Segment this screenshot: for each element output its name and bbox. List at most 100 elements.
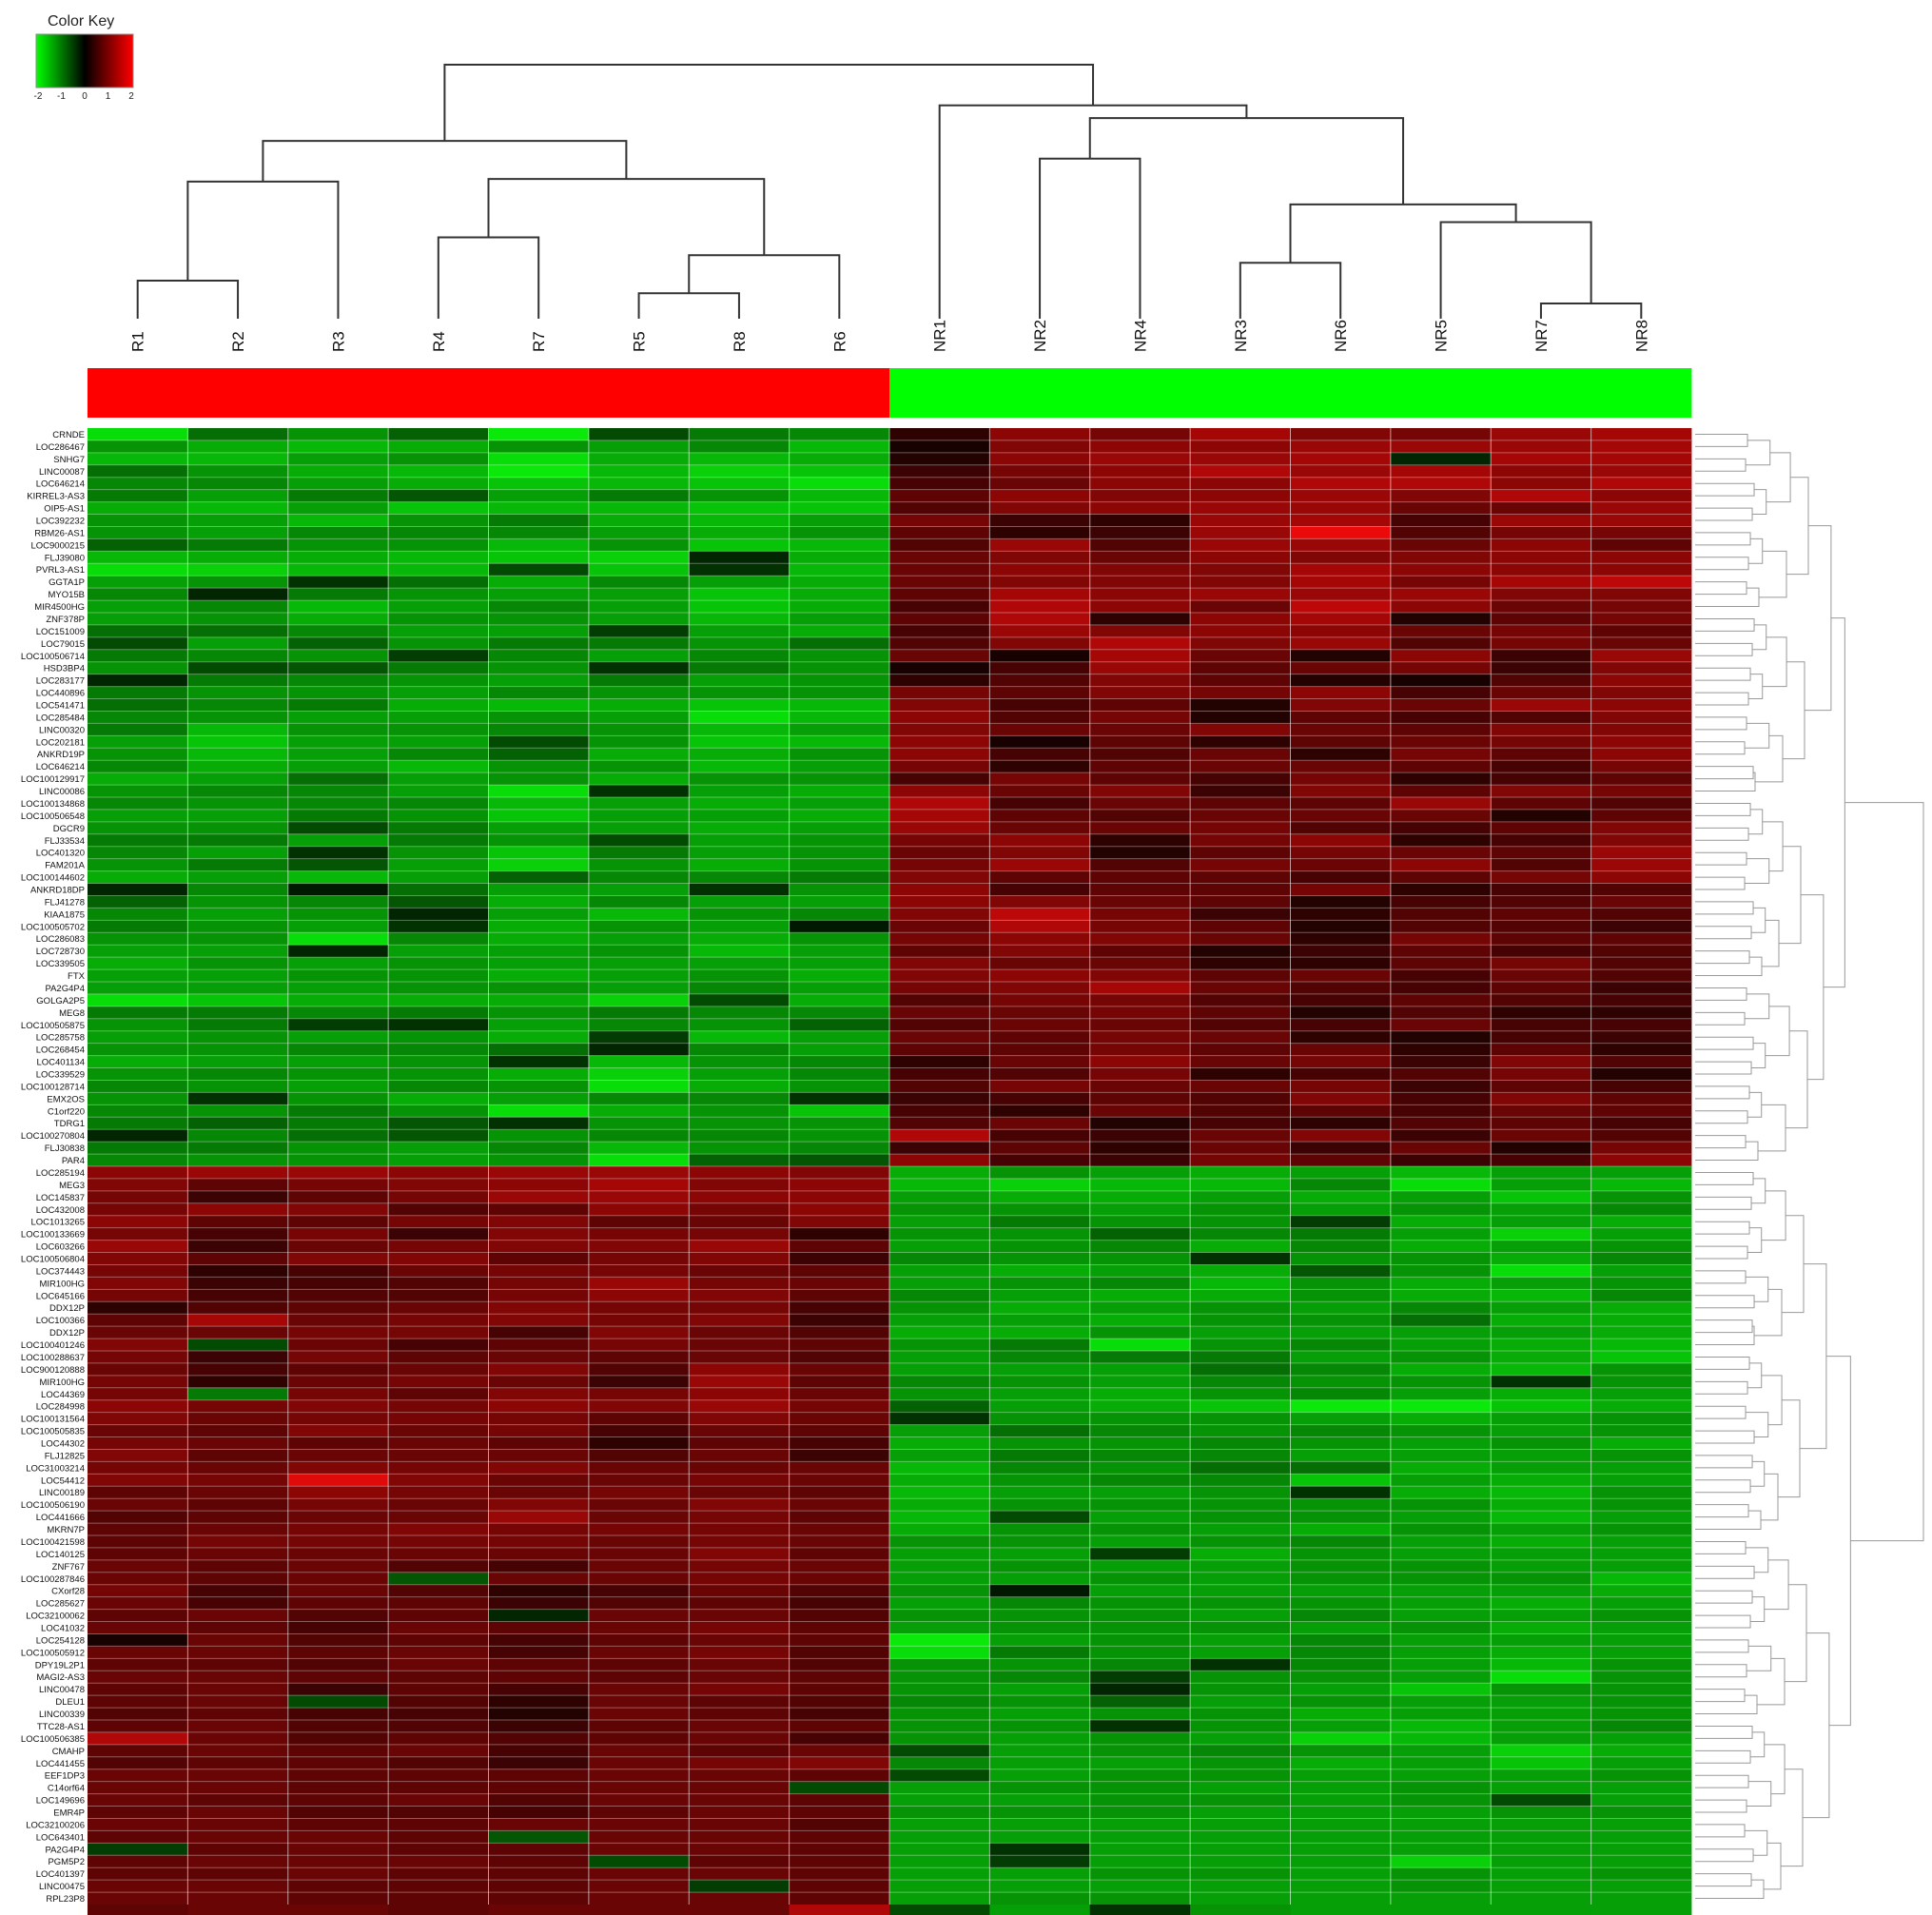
heatmap-cell	[1190, 1830, 1291, 1844]
heatmap-cell	[1390, 870, 1492, 884]
heatmap-cell	[1390, 858, 1492, 871]
heatmap-cell	[889, 993, 990, 1007]
heatmap-cell	[488, 428, 590, 441]
heatmap-cell	[1491, 1227, 1592, 1241]
heatmap-cell	[989, 1399, 1091, 1414]
heatmap-cell	[488, 1449, 590, 1462]
heatmap-cell	[1290, 600, 1392, 614]
heatmap-cell	[88, 846, 188, 860]
heatmap-cell	[689, 624, 790, 638]
heatmap-cell	[1190, 477, 1291, 491]
heatmap-cell	[1491, 1547, 1592, 1561]
heatmap-cell	[588, 538, 690, 552]
heatmap-cell	[1290, 1449, 1392, 1462]
heatmap-cell	[88, 908, 188, 921]
heatmap-cell	[488, 1547, 590, 1561]
heatmap-cell	[88, 464, 188, 479]
heatmap-cell	[889, 1339, 990, 1352]
heatmap-cell	[88, 785, 188, 798]
heatmap-cell	[1290, 1855, 1392, 1868]
heatmap-cell	[789, 526, 890, 539]
heatmap-cell	[187, 1092, 289, 1105]
heatmap-cell	[1390, 1202, 1492, 1217]
heatmap-cell	[88, 649, 188, 663]
heatmap-cell	[1089, 1498, 1191, 1512]
heatmap-cell	[1089, 1202, 1191, 1217]
heatmap-cell	[1290, 489, 1392, 502]
heatmap-cell	[287, 1104, 389, 1118]
heatmap-cell	[588, 1399, 690, 1414]
row-label: MIR100HG	[39, 1279, 85, 1289]
row-dendrogram-branch	[1695, 1141, 1759, 1162]
heatmap-cell	[889, 576, 990, 589]
heatmap-cell	[287, 428, 389, 441]
heatmap-cell	[789, 1326, 890, 1339]
heatmap-cell	[388, 1006, 489, 1020]
heatmap-cell	[88, 723, 188, 736]
heatmap-cell	[588, 526, 690, 539]
heatmap-cell	[1491, 477, 1592, 491]
row-label: LOC100270804	[21, 1131, 85, 1142]
heatmap-cell	[1590, 1806, 1692, 1819]
heatmap-cell	[1390, 785, 1492, 798]
heatmap-cell	[588, 1818, 690, 1831]
heatmap-cell	[889, 1436, 990, 1450]
heatmap-cell	[187, 674, 289, 687]
heatmap-cell	[287, 1646, 389, 1659]
heatmap-cell	[388, 1277, 489, 1290]
row-label: LOC100505875	[21, 1021, 85, 1031]
heatmap-cell	[388, 576, 489, 589]
row-label: LOC149696	[36, 1796, 85, 1807]
heatmap-cell	[287, 1731, 389, 1746]
heatmap-cell	[588, 833, 690, 848]
row-label: LOC100401246	[21, 1340, 85, 1351]
heatmap-cell	[287, 1867, 389, 1881]
heatmap-cell	[689, 748, 790, 761]
heatmap-cell	[1491, 1104, 1592, 1118]
heatmap-cell	[588, 1227, 690, 1241]
heatmap-cell	[1390, 1178, 1492, 1192]
heatmap-cell	[1190, 1621, 1291, 1634]
heatmap-cell	[689, 785, 790, 798]
heatmap-cell	[187, 1314, 289, 1327]
heatmap-cell	[287, 1424, 389, 1437]
heatmap-cell	[1290, 636, 1392, 651]
heatmap-cell	[1590, 428, 1692, 441]
heatmap-cell	[287, 1535, 389, 1549]
heatmap-cell	[1590, 1633, 1692, 1647]
heatmap-cell	[287, 711, 389, 724]
heatmap-cell	[588, 563, 690, 576]
group-bar-segment	[1190, 368, 1291, 418]
heatmap-cell	[1590, 1486, 1692, 1499]
heatmap-cell	[989, 1030, 1091, 1045]
heatmap-cell	[1390, 1067, 1492, 1081]
row-label: LOC432008	[36, 1205, 85, 1216]
heatmap-cell	[1590, 1511, 1692, 1524]
heatmap-cell	[1089, 1104, 1191, 1118]
dendrogram-branch	[637, 292, 740, 319]
heatmap-cell	[1491, 1880, 1592, 1893]
heatmap-cell	[1491, 1461, 1592, 1475]
color-key-tick: -1	[57, 91, 66, 102]
heatmap-cell	[1491, 1818, 1592, 1831]
heatmap-cell	[287, 1412, 389, 1425]
heatmap-cell	[1390, 1166, 1492, 1180]
heatmap-cell	[1190, 1683, 1291, 1696]
heatmap-cell	[287, 588, 389, 601]
heatmap-cell	[889, 1596, 990, 1610]
heatmap-cell	[689, 526, 790, 539]
heatmap-cell	[388, 1756, 489, 1770]
heatmap-cell	[388, 1474, 489, 1487]
heatmap-cell	[287, 785, 389, 798]
heatmap-cell	[1190, 698, 1291, 712]
heatmap-cell	[1089, 1559, 1191, 1573]
heatmap-cell	[1089, 1375, 1191, 1389]
heatmap-cell	[187, 1166, 289, 1180]
heatmap-cell	[187, 895, 289, 909]
heatmap-cell	[388, 674, 489, 687]
heatmap-cell	[588, 1092, 690, 1105]
row-label: LINC00189	[39, 1488, 85, 1498]
heatmap-cell	[1491, 760, 1592, 773]
row-label: FLJ12825	[45, 1451, 85, 1461]
heatmap-cell	[789, 1030, 890, 1045]
